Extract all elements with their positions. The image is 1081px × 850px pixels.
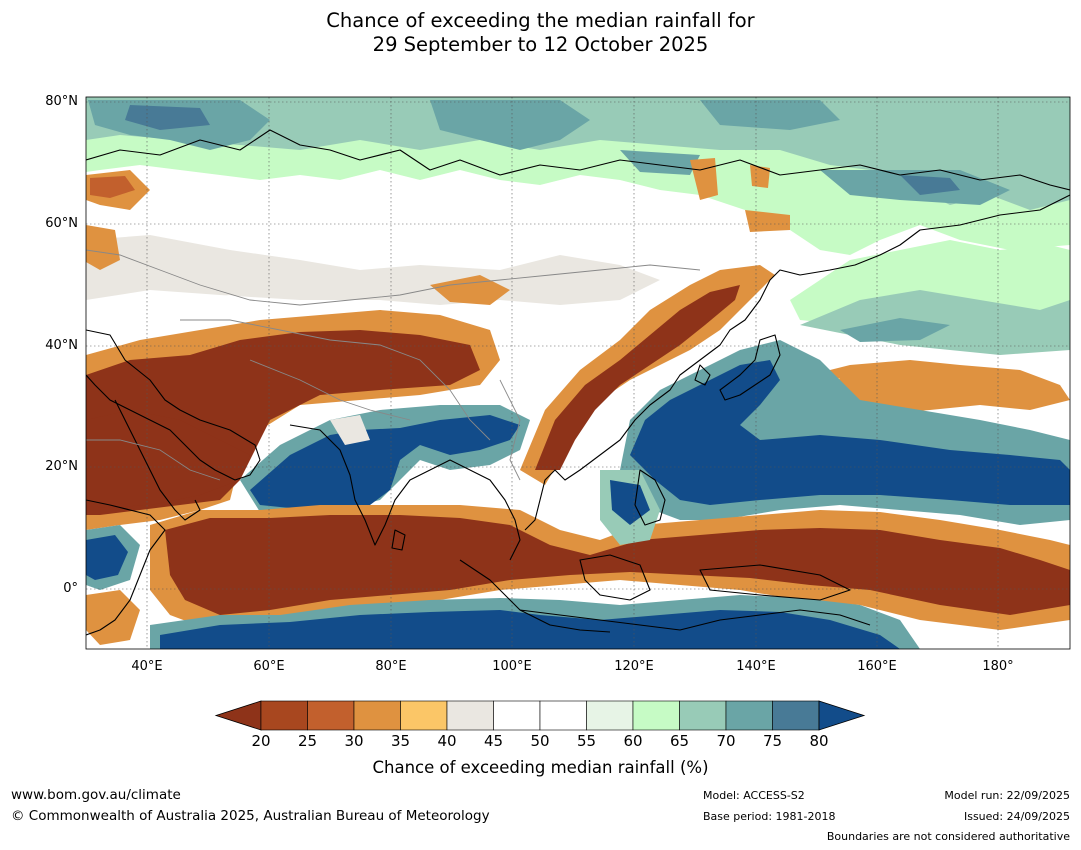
- arctic-deep-teal-5: [700, 100, 840, 130]
- colorbar-tick-label: 45: [483, 732, 504, 750]
- colorbar-segment: [725, 700, 773, 731]
- colorbar-tick-label: 70: [716, 732, 736, 750]
- india-neutral: [330, 415, 370, 445]
- model-run-date: Model run: 22/09/2025: [944, 789, 1070, 802]
- colorbar-tick-label: 35: [390, 732, 411, 750]
- map-title-line-2: 29 September to 12 October 2025: [372, 33, 709, 56]
- lon-label-140e: 140°E: [736, 659, 776, 674]
- arctic-deep-teal-3: [620, 150, 700, 175]
- colorbar-title: Chance of exceeding median rainfall (%): [372, 758, 709, 777]
- south-indian-ocean-wet: [160, 610, 900, 649]
- colorbar-tick-label: 65: [669, 732, 690, 750]
- colorbar-segment: [353, 700, 401, 731]
- scandinavia-dry-patch-inner: [90, 176, 135, 198]
- colorbar-tick-label: 60: [623, 732, 643, 750]
- colorbar-segment: [446, 700, 494, 731]
- boundaries-note: Boundaries are not considered authoritat…: [826, 830, 1070, 843]
- colorbar-segment: [586, 700, 634, 731]
- lon-label-40e: 40°E: [131, 659, 163, 674]
- colorbar-tick-label: 25: [297, 732, 318, 750]
- arabia-dry: [86, 410, 250, 508]
- website-link[interactable]: www.bom.gov.au/climate: [11, 787, 181, 803]
- east-asia-dry-light: [520, 265, 775, 485]
- colorbar-segment: [772, 700, 820, 731]
- colorbar-segment: [493, 700, 541, 731]
- issued-date: Issued: 24/09/2025: [963, 810, 1070, 823]
- arctic-blue-patch: [125, 105, 210, 130]
- lon-label-120e: 120°E: [614, 659, 654, 674]
- north-pacific-deep-teal: [840, 318, 950, 342]
- map-frame: [85, 96, 1071, 650]
- colorbar-segment: [632, 700, 680, 731]
- lat-label-60n: 60°N: [45, 216, 78, 231]
- colorbar-tick-label: 30: [344, 732, 364, 750]
- arctic-deep-teal-2: [430, 100, 590, 150]
- philippines-wet: [610, 480, 650, 525]
- colorbar: [214, 700, 866, 731]
- east-africa-wet: [86, 535, 128, 580]
- lon-label-60e: 60°E: [253, 659, 285, 674]
- colorbar-tick-label: 75: [762, 732, 783, 750]
- siberia-blue-patch: [900, 175, 960, 195]
- colorbar-arrow-high: [818, 700, 866, 731]
- lat-label-80n: 80°N: [45, 94, 78, 109]
- lat-label-0: 0°: [63, 581, 78, 596]
- tibet-neutral: [180, 295, 270, 325]
- map-title-line-1: Chance of exceeding the median rainfall …: [326, 9, 755, 32]
- arctic-teal-region: [86, 97, 1070, 210]
- north-pacific-teal: [800, 290, 1070, 355]
- colorbar-tick-label: 20: [251, 732, 271, 750]
- lon-label-160e: 160°E: [857, 659, 897, 674]
- lat-label-40n: 40°N: [45, 338, 78, 353]
- lon-label-80e: 80°E: [375, 659, 407, 674]
- east-asia-dry: [535, 285, 740, 470]
- lon-label-100e: 100°E: [492, 659, 532, 674]
- colorbar-tick-label: 80: [809, 732, 829, 750]
- colorbar-tick-label: 40: [437, 732, 457, 750]
- bay-of-bengal-wet: [250, 415, 520, 510]
- central-asia-neutral: [86, 235, 660, 305]
- colorbar-segment: [539, 700, 587, 731]
- siberia-dry-patch-3: [750, 165, 770, 188]
- model-name: Model: ACCESS-S2: [703, 789, 805, 802]
- copyright-text: © Commonwealth of Australia 2025, Austra…: [11, 808, 490, 824]
- siberia-dry-patch-1: [690, 158, 718, 200]
- west-pacific-wet: [630, 360, 1070, 505]
- colorbar-tick-label: 55: [576, 732, 597, 750]
- coastlines: [86, 129, 1070, 636]
- colorbar-segment: [679, 700, 727, 731]
- colorbar-tick-label: 50: [530, 732, 550, 750]
- mongolia-dry-patch: [430, 275, 510, 305]
- colorbar-segment: [400, 700, 448, 731]
- colorbar-arrow-low: [214, 700, 262, 731]
- lon-label-180: 180°: [982, 659, 1014, 674]
- colorbar-segment: [260, 700, 308, 731]
- western-russia-dry-patch: [86, 225, 120, 270]
- base-period: Base period: 1981-2018: [703, 810, 836, 823]
- lat-label-20n: 20°N: [45, 459, 78, 474]
- country-boundaries: [86, 249, 701, 481]
- colorbar-segment: [307, 700, 355, 731]
